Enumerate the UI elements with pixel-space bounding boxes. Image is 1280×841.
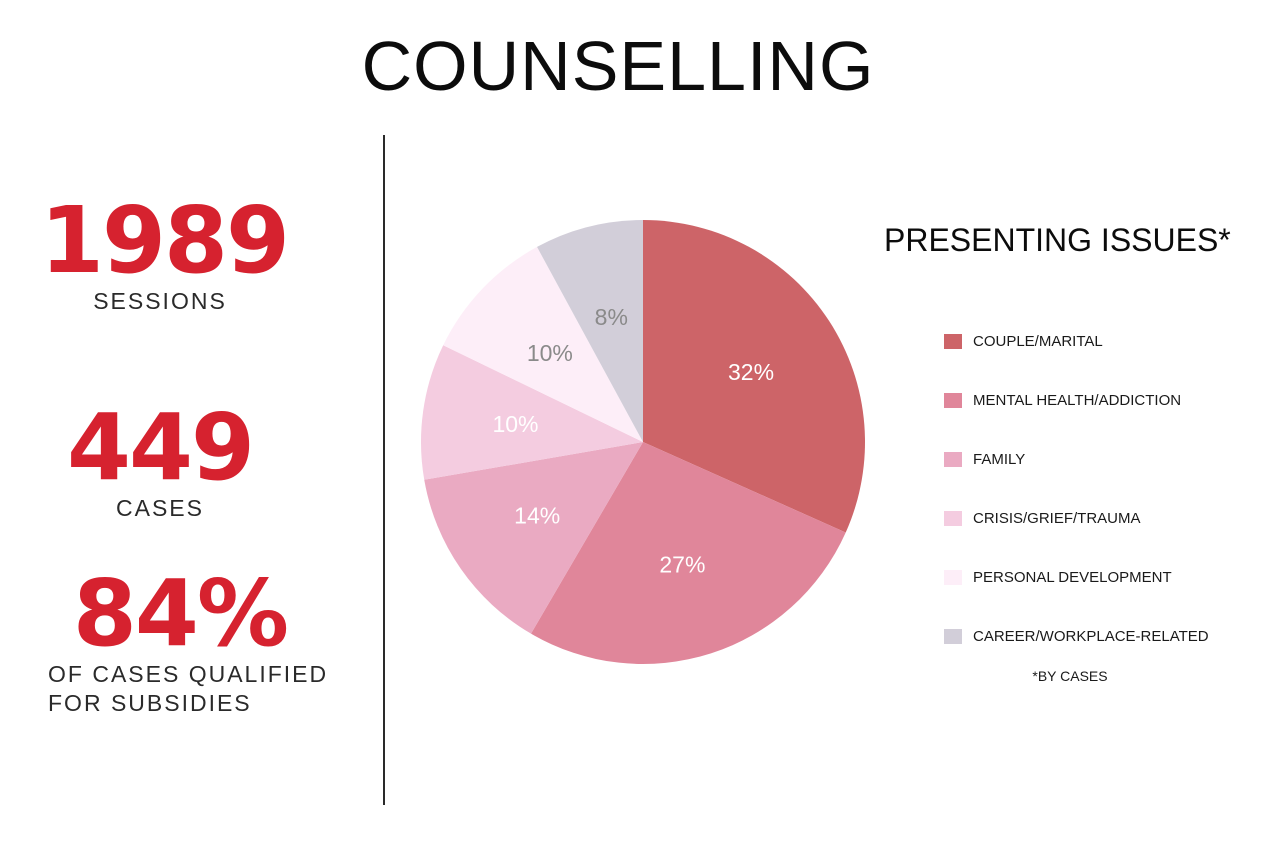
pie-chart: 32% 27% 14% 10% 10% 8%	[421, 220, 865, 664]
pie-slice-couple-marital	[643, 220, 865, 533]
legend-label: CRISIS/GRIEF/TRAUMA	[973, 510, 1141, 527]
subsidies-label-line1: OF CASES QUALIFIED	[48, 661, 329, 687]
legend-label: COUPLE/MARITAL	[973, 333, 1103, 350]
legend-swatch	[944, 629, 962, 644]
subsidies-label-line2: FOR SUBSIDIES	[48, 689, 252, 716]
stat-cases: 449 CASES	[40, 402, 280, 523]
legend-label: CAREER/WORKPLACE-RELATED	[973, 628, 1209, 645]
sessions-label: SESSIONS	[93, 288, 227, 314]
subsidies-value: 84%	[72, 560, 289, 667]
pie-slice-family	[424, 442, 643, 634]
legend: COUPLE/MARITAL MENTAL HEALTH/ADDICTION FAM…	[944, 312, 1209, 666]
pie-slice-personal-development	[443, 246, 643, 442]
legend-item-mental-health-addiction: MENTAL HEALTH/ADDICTION	[944, 371, 1209, 430]
pie-slice-mental-health-addiction	[531, 442, 846, 664]
legend-swatch	[944, 570, 962, 585]
legend-swatch	[944, 334, 962, 349]
pie-label-couple-marital: 32%	[728, 359, 774, 385]
pie-label-career-workplace-related: 8%	[595, 304, 628, 330]
legend-swatch	[944, 452, 962, 467]
footnote: *BY CASES	[1032, 668, 1108, 684]
pie-label-personal-development: 10%	[527, 340, 573, 366]
legend-item-couple-marital: COUPLE/MARITAL	[944, 312, 1209, 371]
cases-label: CASES	[116, 495, 204, 521]
legend-swatch	[944, 393, 962, 408]
page-title: COUNSELLING	[361, 27, 875, 105]
legend-label: PERSONAL DEVELOPMENT	[973, 569, 1172, 586]
legend-item-career-workplace-related: CAREER/WORKPLACE-RELATED	[944, 607, 1209, 666]
sessions-value: 1989	[40, 187, 290, 294]
legend-item-crisis-grief-trauma: CRISIS/GRIEF/TRAUMA	[944, 489, 1209, 548]
vertical-divider	[383, 135, 385, 805]
pie-slice-career-workplace-related	[537, 220, 643, 442]
cases-value: 449	[66, 394, 255, 501]
legend-item-family: FAMILY	[944, 430, 1209, 489]
pie-label-crisis-grief-trauma: 10%	[492, 411, 538, 437]
stat-sessions: 1989 SESSIONS	[40, 187, 290, 316]
legend-item-personal-development: PERSONAL DEVELOPMENT	[944, 548, 1209, 607]
legend-swatch	[944, 511, 962, 526]
legend-label: FAMILY	[973, 451, 1026, 468]
pie-label-mental-health-addiction: 27%	[659, 552, 705, 578]
stat-subsidies: 84% OF CASES QUALIFIED FOR SUBSIDIES	[40, 568, 340, 718]
legend-label: MENTAL HEALTH/ADDICTION	[973, 392, 1182, 409]
pie-slice-crisis-grief-trauma	[421, 345, 643, 480]
pie-label-family: 14%	[514, 502, 560, 528]
legend-title: PRESENTING ISSUES*	[884, 222, 1231, 258]
